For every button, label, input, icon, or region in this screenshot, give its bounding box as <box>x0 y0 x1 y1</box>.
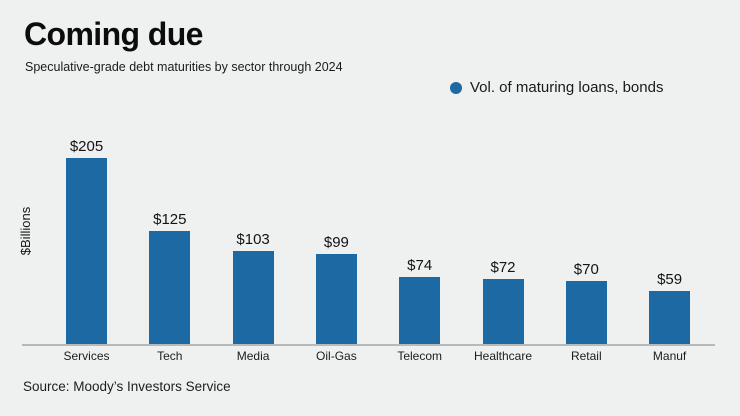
bar <box>315 254 357 344</box>
bar-value-label: $125 <box>153 211 187 228</box>
x-axis-tick-label: Tech <box>157 349 183 363</box>
x-axis-tick-label: Oil-Gas <box>316 349 357 363</box>
bar-value-label: $70 <box>573 261 599 278</box>
source-note: Source: Moody’s Investors Service <box>23 379 231 394</box>
bar-value-label: $72 <box>490 259 516 276</box>
bar <box>66 158 107 344</box>
bar <box>482 279 524 344</box>
bar <box>232 251 274 344</box>
x-axis-line <box>22 344 715 346</box>
page-title: Coming due <box>24 16 203 52</box>
bar-value-label: $59 <box>657 271 683 288</box>
x-axis-tick-label: Healthcare <box>473 349 533 363</box>
x-axis-tick-label: Services <box>63 349 110 363</box>
legend: Vol. of maturing loans, bonds <box>450 79 663 96</box>
bar <box>649 291 691 344</box>
chart-subtitle: Speculative-grade debt maturities by sec… <box>25 60 343 74</box>
bar-value-label: $205 <box>69 138 104 155</box>
bar-value-label: $103 <box>236 231 270 248</box>
x-axis-tick-label: Manuf <box>652 349 687 363</box>
bar <box>149 231 191 344</box>
x-axis-tick-label: Media <box>236 349 270 363</box>
x-axis-tick-label: Telecom <box>397 349 443 363</box>
x-axis-tick-label: Retail <box>570 349 602 363</box>
bar-value-label: $74 <box>407 257 433 274</box>
bar-value-label: $99 <box>323 234 349 251</box>
legend-label: Vol. of maturing loans, bonds <box>470 79 664 96</box>
bar <box>399 277 441 344</box>
bar <box>565 281 607 344</box>
legend-marker-icon <box>450 81 462 94</box>
